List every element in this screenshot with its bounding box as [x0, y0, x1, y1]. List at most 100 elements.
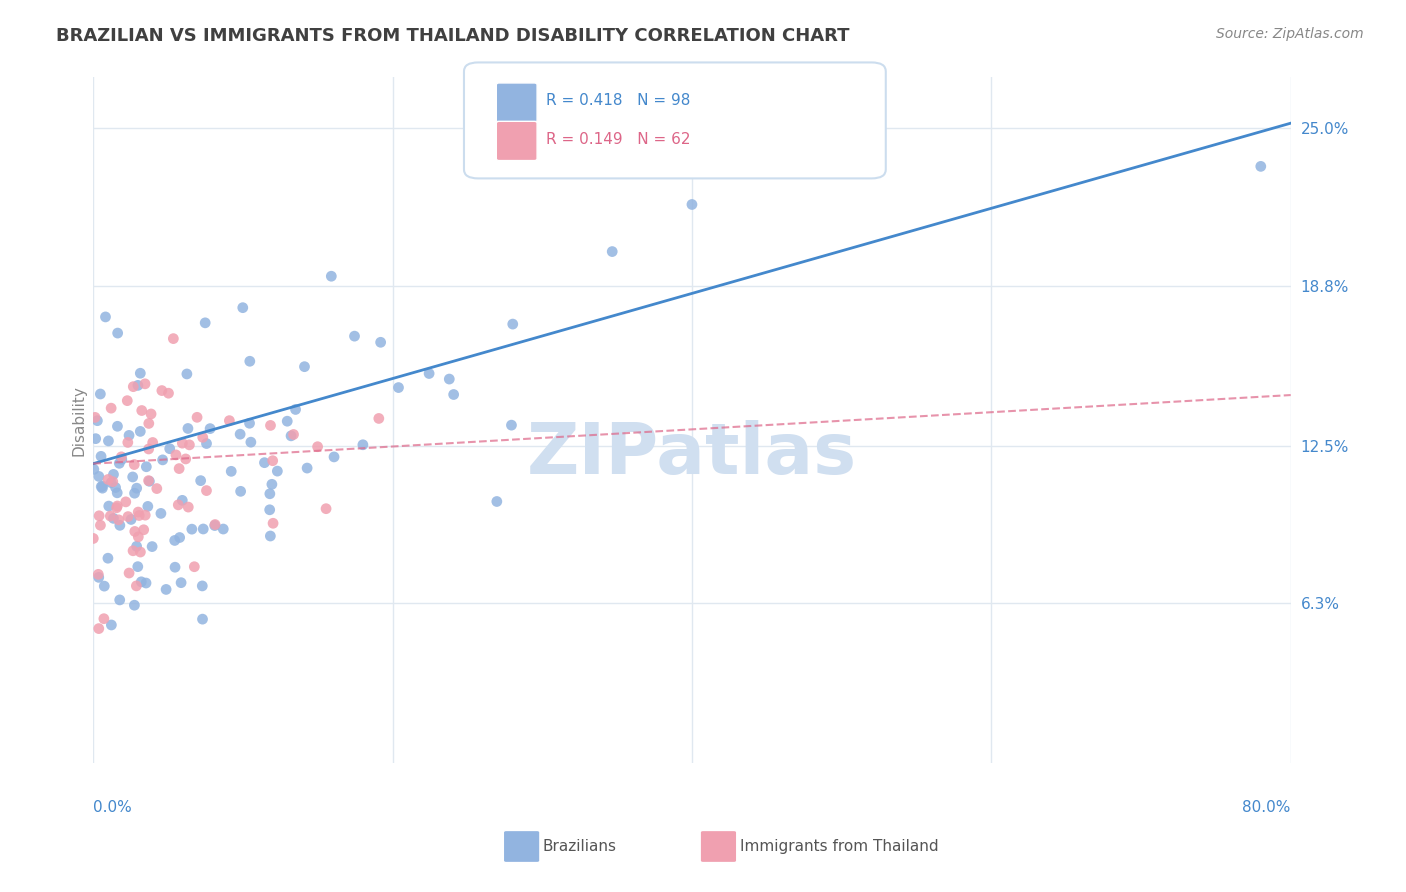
Point: [90, 480, 112, 494]
Point: [321, 269, 343, 284]
Point: [108, 593, 131, 607]
Point: [238, 417, 260, 431]
Point: [167, 498, 190, 512]
Point: [176, 367, 198, 381]
Point: [370, 335, 392, 350]
Point: [89, 387, 111, 401]
Point: [502, 317, 524, 331]
Point: [97, 499, 120, 513]
Point: [260, 477, 283, 491]
Point: [100, 618, 122, 632]
Point: [259, 418, 281, 433]
Point: [103, 467, 125, 482]
Point: [190, 474, 212, 488]
Point: [91, 481, 114, 495]
Point: [131, 574, 153, 589]
Point: [170, 575, 193, 590]
Point: [129, 425, 152, 439]
Point: [600, 244, 623, 259]
Point: [150, 384, 173, 398]
Point: [232, 301, 254, 315]
Point: [195, 483, 218, 498]
Point: [83, 462, 105, 476]
Point: [118, 428, 141, 442]
Point: [167, 461, 190, 475]
Point: [105, 485, 128, 500]
Point: [110, 450, 132, 464]
Text: Brazilians: Brazilians: [543, 839, 617, 854]
Point: [146, 482, 169, 496]
Point: [90, 450, 112, 464]
Point: [135, 576, 157, 591]
Point: [169, 531, 191, 545]
Point: [280, 429, 302, 443]
Text: R = 0.149   N = 62: R = 0.149 N = 62: [546, 132, 690, 146]
Point: [127, 378, 149, 392]
Point: [179, 438, 201, 452]
Point: [162, 332, 184, 346]
Point: [229, 427, 252, 442]
Point: [501, 418, 523, 433]
Point: [87, 567, 110, 582]
Point: [315, 501, 337, 516]
Point: [204, 518, 226, 533]
Point: [131, 403, 153, 417]
Point: [239, 435, 262, 450]
Point: [259, 503, 281, 517]
Point: [128, 508, 150, 523]
Point: [105, 500, 128, 515]
Point: [134, 508, 156, 523]
Point: [86, 414, 108, 428]
Point: [117, 393, 139, 408]
Point: [108, 518, 131, 533]
Point: [174, 452, 197, 467]
Point: [177, 421, 200, 435]
Point: [114, 495, 136, 509]
Point: [94, 310, 117, 324]
Point: [259, 529, 281, 543]
Point: [134, 376, 156, 391]
Point: [97, 434, 120, 448]
Point: [183, 559, 205, 574]
Point: [87, 469, 110, 483]
Point: [107, 419, 129, 434]
Point: [84, 410, 107, 425]
Point: [122, 458, 145, 472]
Point: [276, 414, 298, 428]
Point: [93, 579, 115, 593]
Point: [124, 486, 146, 500]
Point: [294, 359, 316, 374]
Point: [198, 422, 221, 436]
Point: [97, 551, 120, 566]
Point: [191, 430, 214, 444]
Text: R = 0.418   N = 98: R = 0.418 N = 98: [546, 94, 690, 108]
Point: [149, 507, 172, 521]
Point: [89, 508, 111, 523]
Point: [107, 513, 129, 527]
Point: [122, 543, 145, 558]
Point: [118, 566, 141, 580]
Point: [163, 560, 186, 574]
Point: [122, 379, 145, 393]
Point: [101, 475, 124, 489]
Point: [129, 366, 152, 380]
Point: [163, 533, 186, 548]
Point: [84, 432, 107, 446]
Point: [127, 559, 149, 574]
Point: [239, 354, 262, 368]
Point: [186, 410, 208, 425]
Point: [138, 475, 160, 489]
Point: [91, 479, 114, 493]
Point: [262, 453, 284, 467]
Point: [87, 570, 110, 584]
Point: [295, 461, 318, 475]
Point: [82, 532, 104, 546]
Point: [93, 612, 115, 626]
Point: [117, 509, 139, 524]
Point: [681, 197, 703, 211]
Point: [323, 450, 346, 464]
Point: [259, 487, 281, 501]
Point: [127, 505, 149, 519]
Point: [443, 387, 465, 401]
Point: [141, 540, 163, 554]
